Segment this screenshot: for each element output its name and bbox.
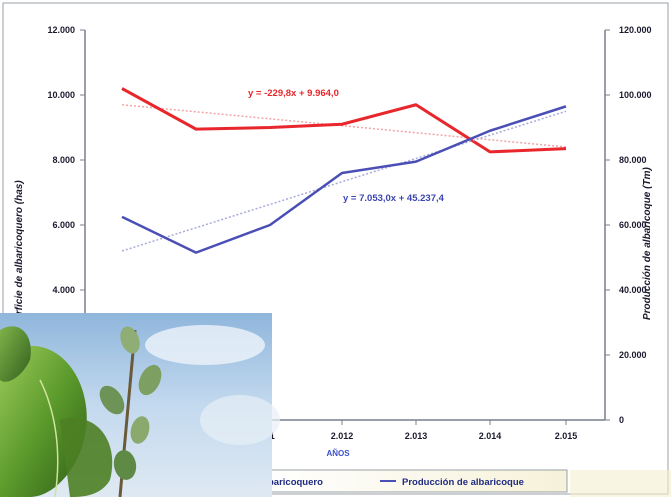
right-tick-label: 100.000 (619, 90, 652, 100)
left-axis-ticks: 12.000 10.000 8.000 6.000 4.000 (47, 25, 85, 295)
legend-entry-production: Producción de albaricoque (402, 477, 524, 488)
legend-entry-surface: baricoquero (268, 477, 323, 488)
legend-bar-shade (570, 470, 671, 497)
x-axis-title: AÑOS (326, 449, 350, 458)
right-tick-label: 20.000 (619, 350, 647, 360)
right-tick-label: 40.000 (619, 285, 647, 295)
right-axis-ticks: 120.000 100.000 80.000 60.000 40.000 20.000 0 (605, 25, 652, 425)
x-tick-label: 2.015 (555, 431, 578, 441)
x-tick-label: 2.014 (479, 431, 502, 441)
series-layer (121, 87, 567, 254)
right-tick-label: 80.000 (619, 155, 647, 165)
left-tick-label: 12.000 (47, 25, 75, 35)
blue-trend-equation: y = 7.053,0x + 45.237,4 (343, 193, 445, 204)
blue-trendline (121, 110, 567, 252)
left-axis-title: uperficie de albaricoquero (has) (14, 180, 25, 332)
right-tick-label: 0 (619, 415, 624, 425)
red-trend-equation: y = -229,8x + 9.964,0 (248, 88, 339, 99)
left-tick-label: 8.000 (52, 155, 75, 165)
left-tick-label: 4.000 (52, 285, 75, 295)
right-tick-label: 120.000 (619, 25, 652, 35)
left-tick-label: 10.000 (47, 90, 75, 100)
x-tick-label: 2.012 (331, 431, 354, 441)
apricot-tree-photo-icon (0, 313, 280, 497)
right-axis-title: Producción de albaricoque (Tm) (642, 167, 653, 320)
right-tick-label: 60.000 (619, 220, 647, 230)
x-tick-label: 2.013 (405, 431, 428, 441)
left-tick-label: 6.000 (52, 220, 75, 230)
